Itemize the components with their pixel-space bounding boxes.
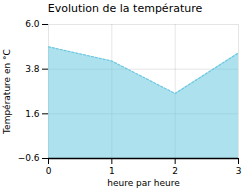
svg-text:0: 0	[46, 166, 52, 176]
svg-text:−0.6: −0.6	[18, 153, 40, 163]
svg-text:1.6: 1.6	[25, 109, 40, 119]
svg-text:3: 3	[236, 166, 242, 176]
svg-text:6.0: 6.0	[25, 19, 40, 29]
svg-text:heure par heure: heure par heure	[107, 178, 180, 188]
svg-text:Température en °C: Température en °C	[2, 49, 12, 135]
svg-text:1: 1	[109, 166, 115, 176]
svg-text:3.8: 3.8	[25, 64, 40, 74]
html-text:Evolution de la température: Evolution de la température	[47, 2, 203, 15]
svg-text:2: 2	[172, 166, 178, 176]
